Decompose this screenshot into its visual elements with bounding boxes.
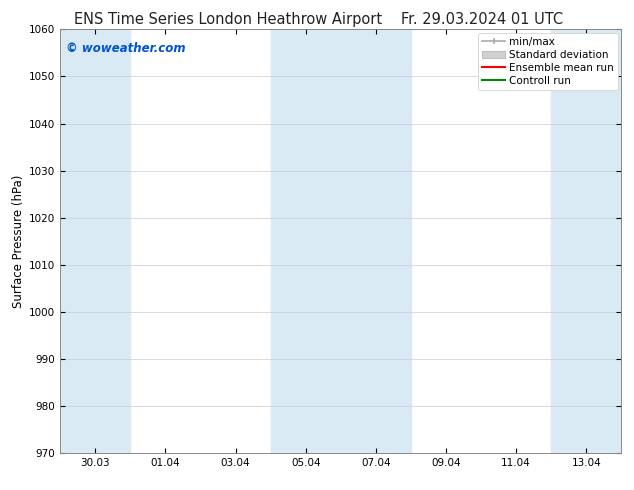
Bar: [60, 29, 131, 453]
Y-axis label: Surface Pressure (hPa): Surface Pressure (hPa): [12, 174, 25, 308]
Text: ENS Time Series London Heathrow Airport: ENS Time Series London Heathrow Airport: [74, 12, 382, 27]
Bar: [271, 29, 411, 453]
Text: © woweather.com: © woweather.com: [66, 42, 186, 55]
Bar: [551, 29, 621, 453]
Legend: min/max, Standard deviation, Ensemble mean run, Controll run: min/max, Standard deviation, Ensemble me…: [478, 32, 618, 90]
Text: Fr. 29.03.2024 01 UTC: Fr. 29.03.2024 01 UTC: [401, 12, 563, 27]
